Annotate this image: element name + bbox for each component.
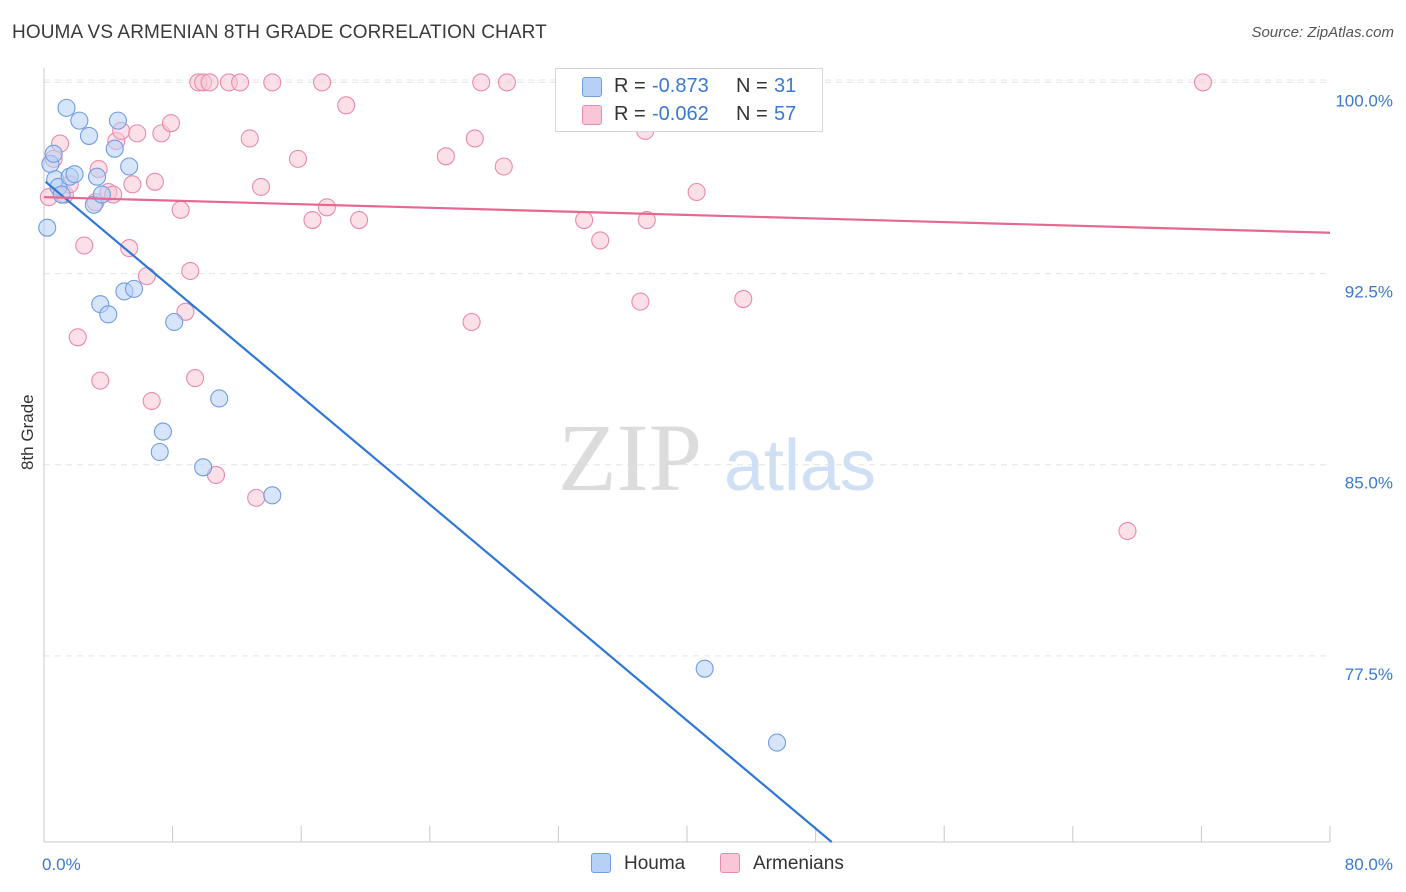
- watermark: ZIP atlas: [558, 404, 876, 511]
- data-point-houma: [57, 98, 76, 117]
- data-point-armenians: [472, 73, 491, 92]
- y-tick-label: 92.5%: [1345, 283, 1393, 302]
- data-point-houma: [108, 111, 127, 130]
- data-point-houma: [65, 165, 84, 184]
- data-point-armenians: [128, 124, 147, 143]
- data-point-armenians: [687, 182, 706, 202]
- chart-title: HOUMA VS ARMENIAN 8TH GRADE CORRELATION …: [12, 22, 547, 43]
- legend-swatch-armenians: [582, 105, 602, 125]
- x-tick-label: 0.0%: [42, 855, 81, 874]
- data-point-armenians: [494, 157, 513, 176]
- tick-label-layer: 100.0% 92.5% 85.0% 77.5% 0.0% 80.0%: [42, 91, 1393, 874]
- data-point-armenians: [68, 328, 87, 347]
- data-point-armenians: [171, 200, 190, 219]
- data-point-armenians: [142, 391, 161, 411]
- data-point-armenians: [200, 73, 219, 92]
- data-point-armenians: [181, 261, 200, 281]
- legend-swatch-armenians: [720, 853, 740, 873]
- data-point-armenians: [303, 210, 322, 230]
- data-point-houma: [194, 458, 213, 477]
- data-point-armenians: [313, 73, 332, 92]
- data-point-armenians: [75, 236, 94, 255]
- data-point-houma: [263, 486, 282, 505]
- data-point-houma: [79, 126, 99, 145]
- points-layer: [38, 73, 1213, 752]
- data-point-armenians: [637, 210, 656, 230]
- data-point-houma: [210, 389, 229, 408]
- data-point-armenians: [337, 96, 356, 115]
- y-tick-label: 77.5%: [1345, 665, 1393, 684]
- series-legend-label: Houma: [624, 853, 686, 874]
- series-legend-label: Armenians: [753, 853, 844, 874]
- data-point-houma: [44, 144, 63, 163]
- data-point-armenians: [350, 210, 369, 230]
- data-point-armenians: [137, 267, 156, 286]
- data-point-armenians: [186, 369, 205, 388]
- data-point-houma: [165, 312, 184, 332]
- data-point-armenians: [176, 302, 195, 321]
- source-credit: Source: ZipAtlas.com: [1251, 24, 1394, 41]
- series-legend: Houma Armenians: [0, 852, 1406, 878]
- trend-line-armenians: [43, 195, 1331, 234]
- data-point-houma: [153, 422, 173, 441]
- data-point-houma: [105, 139, 124, 158]
- legend-r-label: R =: [614, 75, 646, 97]
- data-point-houma: [120, 157, 139, 176]
- data-point-armenians: [436, 147, 455, 166]
- axis-layer: [43, 68, 1331, 843]
- grid-layer: [44, 79, 1330, 657]
- trend-layer: [43, 180, 1331, 843]
- stats-legend: R = -0.873 N = 31 R = -0.062 N = 57: [555, 68, 823, 132]
- data-point-armenians: [123, 175, 142, 194]
- data-point-armenians: [251, 177, 271, 196]
- legend-swatch-houma: [582, 77, 602, 97]
- data-point-houma: [695, 659, 714, 678]
- data-point-armenians: [263, 73, 282, 92]
- data-point-armenians: [145, 172, 164, 191]
- data-point-armenians: [497, 73, 517, 92]
- legend-n-label: N =: [736, 103, 768, 125]
- data-point-armenians: [1118, 521, 1137, 541]
- data-point-armenians: [1193, 73, 1213, 92]
- y-axis-label: 8th Grade: [18, 394, 37, 470]
- y-tick-label: 100.0%: [1335, 91, 1393, 110]
- legend-swatch-houma: [591, 853, 611, 873]
- data-point-houma: [767, 733, 787, 752]
- data-point-armenians: [734, 290, 753, 309]
- watermark-atlas: atlas: [724, 426, 876, 506]
- legend-n-value: 57: [774, 103, 797, 125]
- legend-row-houma: R = -0.873 N = 31: [556, 73, 822, 101]
- data-point-houma: [124, 279, 144, 298]
- legend-row-armenians: R = -0.062 N = 57: [556, 101, 822, 129]
- y-tick-label: 85.0%: [1345, 474, 1393, 493]
- data-point-houma: [99, 305, 118, 324]
- data-point-armenians: [591, 231, 610, 250]
- x-tick-label: 80.0%: [1345, 855, 1393, 874]
- data-point-houma: [92, 185, 111, 204]
- data-point-armenians: [240, 129, 259, 148]
- data-point-armenians: [317, 198, 336, 217]
- data-point-armenians: [465, 129, 484, 148]
- data-point-houma: [87, 167, 107, 186]
- legend-r-value: -0.873: [652, 75, 709, 97]
- data-point-armenians: [231, 73, 250, 92]
- data-point-armenians: [120, 239, 139, 258]
- legend-n-value: 31: [774, 75, 797, 97]
- watermark-zip: ZIP: [558, 404, 702, 511]
- data-point-armenians: [575, 210, 594, 230]
- legend-r-label: R =: [614, 103, 646, 125]
- data-point-armenians: [288, 149, 308, 168]
- trend-line-houma: [44, 180, 833, 843]
- data-point-houma: [70, 111, 89, 130]
- data-point-armenians: [161, 114, 181, 133]
- data-point-houma: [150, 442, 169, 462]
- data-point-armenians: [247, 488, 266, 507]
- legend-n-label: N =: [736, 75, 768, 97]
- legend-r-value: -0.062: [652, 103, 709, 125]
- data-point-armenians: [91, 371, 110, 390]
- data-point-armenians: [631, 292, 650, 311]
- data-point-armenians: [462, 312, 481, 332]
- data-point-houma: [38, 218, 57, 237]
